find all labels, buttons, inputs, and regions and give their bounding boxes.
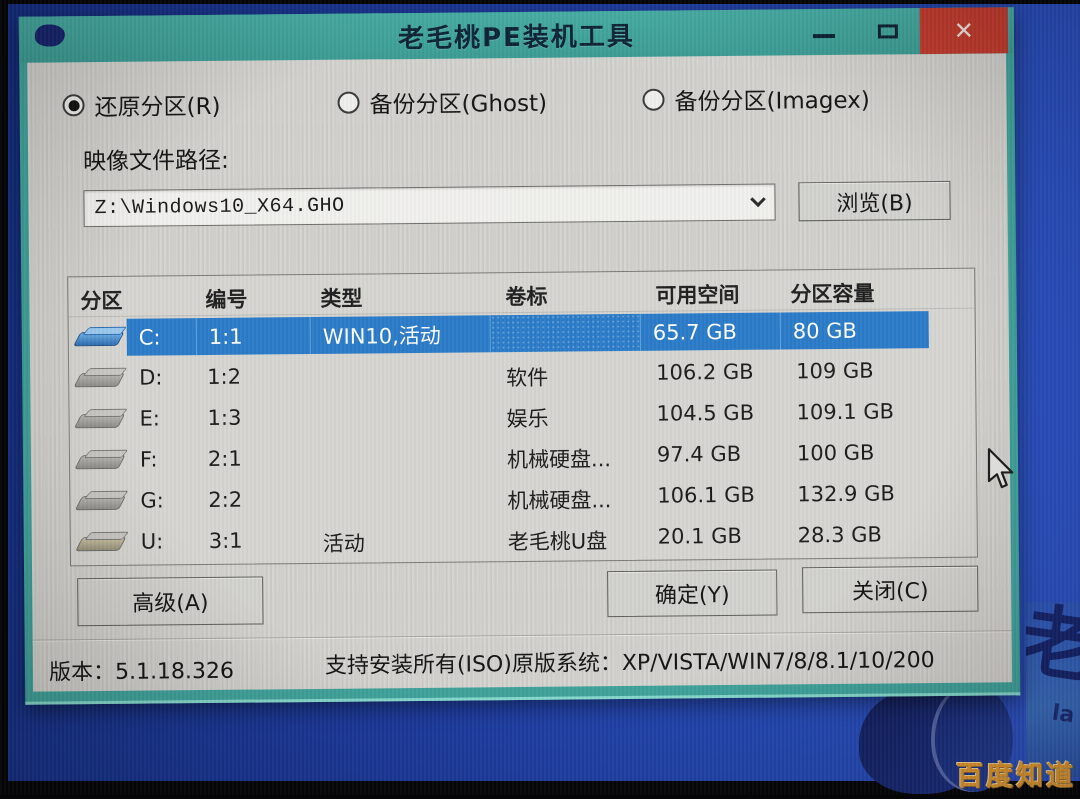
- cell-index: 1:2: [207, 365, 241, 389]
- radio-restore-partition[interactable]: 还原分区(R): [62, 87, 220, 123]
- column-header-capacity[interactable]: 分区容量: [790, 278, 874, 309]
- browse-button[interactable]: 浏览(B): [798, 181, 950, 221]
- chevron-down-icon: [750, 192, 766, 208]
- cell-index: 2:1: [208, 447, 242, 471]
- maximize-button[interactable]: [856, 8, 920, 55]
- cell-drive: F:: [140, 447, 158, 471]
- cell-capacity: 132.9 GB: [797, 481, 895, 506]
- radio-label: 备份分区(Imagex): [674, 81, 870, 117]
- cell-index: 1:1: [197, 317, 311, 355]
- cell-label: 机械硬盘...: [507, 484, 611, 515]
- radio-backup-imagex[interactable]: 备份分区(Imagex): [642, 81, 870, 117]
- dialog-client-area: 还原分区(R) 备份分区(Ghost) 备份分区(Imagex) 映像文件路径:…: [27, 53, 1012, 691]
- mode-radio-group: 还原分区(R) 备份分区(Ghost) 备份分区(Imagex): [62, 80, 982, 125]
- hdd-icon: [78, 490, 124, 514]
- cell-capacity: 109 GB: [796, 359, 874, 384]
- cell-label: 机械硬盘...: [507, 443, 611, 474]
- image-path-value: Z:\Windows10_X64.GHO: [84, 191, 740, 220]
- close-icon: ✕: [954, 17, 974, 45]
- partition-list: 分区 编号 类型 卷标 可用空间 分区容量 C: 1:1 WIN10,活动 65…: [67, 268, 978, 567]
- radio-label: 还原分区(R): [94, 87, 220, 122]
- cell-free: 20.1 GB: [658, 524, 742, 549]
- close-dialog-button[interactable]: 关闭(C): [802, 566, 978, 614]
- version-text: 版本：5.1.18.326: [49, 653, 234, 687]
- window-controls: ✕: [792, 7, 1008, 55]
- cell-drive: D:: [139, 365, 162, 389]
- cell-capacity: 109.1 GB: [796, 399, 894, 424]
- cell-label: 软件: [506, 362, 548, 392]
- radio-label: 备份分区(Ghost): [369, 84, 547, 120]
- hdd-icon: [78, 449, 124, 473]
- cell-label: 老毛桃U盘: [508, 525, 608, 556]
- maximize-icon: [878, 24, 898, 38]
- cell-type: 活动: [323, 527, 365, 557]
- column-header-type[interactable]: 类型: [320, 283, 362, 313]
- column-header-label[interactable]: 卷标: [505, 281, 547, 311]
- wallpaper-brand-patch: 老 la: [1026, 602, 1080, 777]
- usb-drive-icon: [79, 531, 125, 555]
- radio-backup-ghost[interactable]: 备份分区(Ghost): [337, 84, 547, 120]
- cell-label: 娱乐: [506, 403, 548, 433]
- cell-free: 104.5 GB: [656, 401, 754, 426]
- cell-index: 2:2: [208, 488, 242, 512]
- combo-dropdown-button[interactable]: [740, 185, 774, 220]
- cell-capacity: 80 GB: [781, 311, 929, 349]
- brand-latin-text: la: [1050, 701, 1076, 729]
- baidu-zhidao-watermark: 百度知道: [956, 754, 1076, 793]
- ok-button[interactable]: 确定(Y): [607, 570, 777, 618]
- cell-index: 3:1: [209, 529, 243, 553]
- minimize-icon: [813, 34, 835, 38]
- column-header-partition[interactable]: 分区: [80, 285, 122, 315]
- hdd-icon: [77, 367, 123, 391]
- app-icon: [35, 24, 65, 46]
- cell-capacity: 100 GB: [797, 441, 875, 466]
- cell-free: 106.2 GB: [656, 360, 754, 385]
- brand-character: 老: [1026, 602, 1080, 689]
- pe-install-tool-window: 老毛桃PE装机工具 ✕ 还原分区(R) 备份分区(Ghost) 备: [19, 7, 1021, 705]
- cell-label: [491, 314, 641, 352]
- hdd-icon: [77, 408, 123, 432]
- cell-free: 65.7 GB: [641, 312, 781, 350]
- status-bar: 版本：5.1.18.326 支持安装所有(ISO)原版系统：XP/VISTA/W…: [33, 630, 1012, 691]
- image-path-combobox[interactable]: Z:\Windows10_X64.GHO: [83, 184, 775, 228]
- advanced-button[interactable]: 高级(A): [77, 576, 263, 626]
- cell-capacity: 28.3 GB: [798, 523, 882, 548]
- radio-unselected-icon: [337, 92, 359, 114]
- radio-unselected-icon: [642, 89, 664, 111]
- cell-drive: U:: [141, 529, 164, 553]
- column-header-free[interactable]: 可用空间: [655, 279, 739, 310]
- close-button[interactable]: ✕: [920, 7, 1008, 54]
- cell-free: 106.1 GB: [657, 483, 755, 508]
- radio-selected-icon: [62, 94, 84, 116]
- minimize-button[interactable]: [792, 9, 856, 56]
- mouse-cursor-icon: [985, 448, 1015, 496]
- cell-drive: G:: [140, 488, 164, 512]
- image-path-label: 映像文件路径:: [83, 141, 229, 176]
- supported-systems-text: 支持安装所有(ISO)原版系统：XP/VISTA/WIN7/8/8.1/10/2…: [325, 641, 1016, 680]
- cell-drive: C:: [127, 318, 197, 356]
- cell-index: 1:3: [207, 406, 241, 430]
- column-header-index[interactable]: 编号: [205, 284, 247, 314]
- cell-free: 97.4 GB: [657, 442, 741, 467]
- hdd-icon: [77, 326, 123, 350]
- cell-drive: E:: [139, 406, 160, 430]
- cell-type: WIN10,活动: [311, 315, 491, 354]
- table-row-u[interactable]: U: 3:1 活动 老毛桃U盘 20.1 GB 28.3 GB: [71, 514, 977, 564]
